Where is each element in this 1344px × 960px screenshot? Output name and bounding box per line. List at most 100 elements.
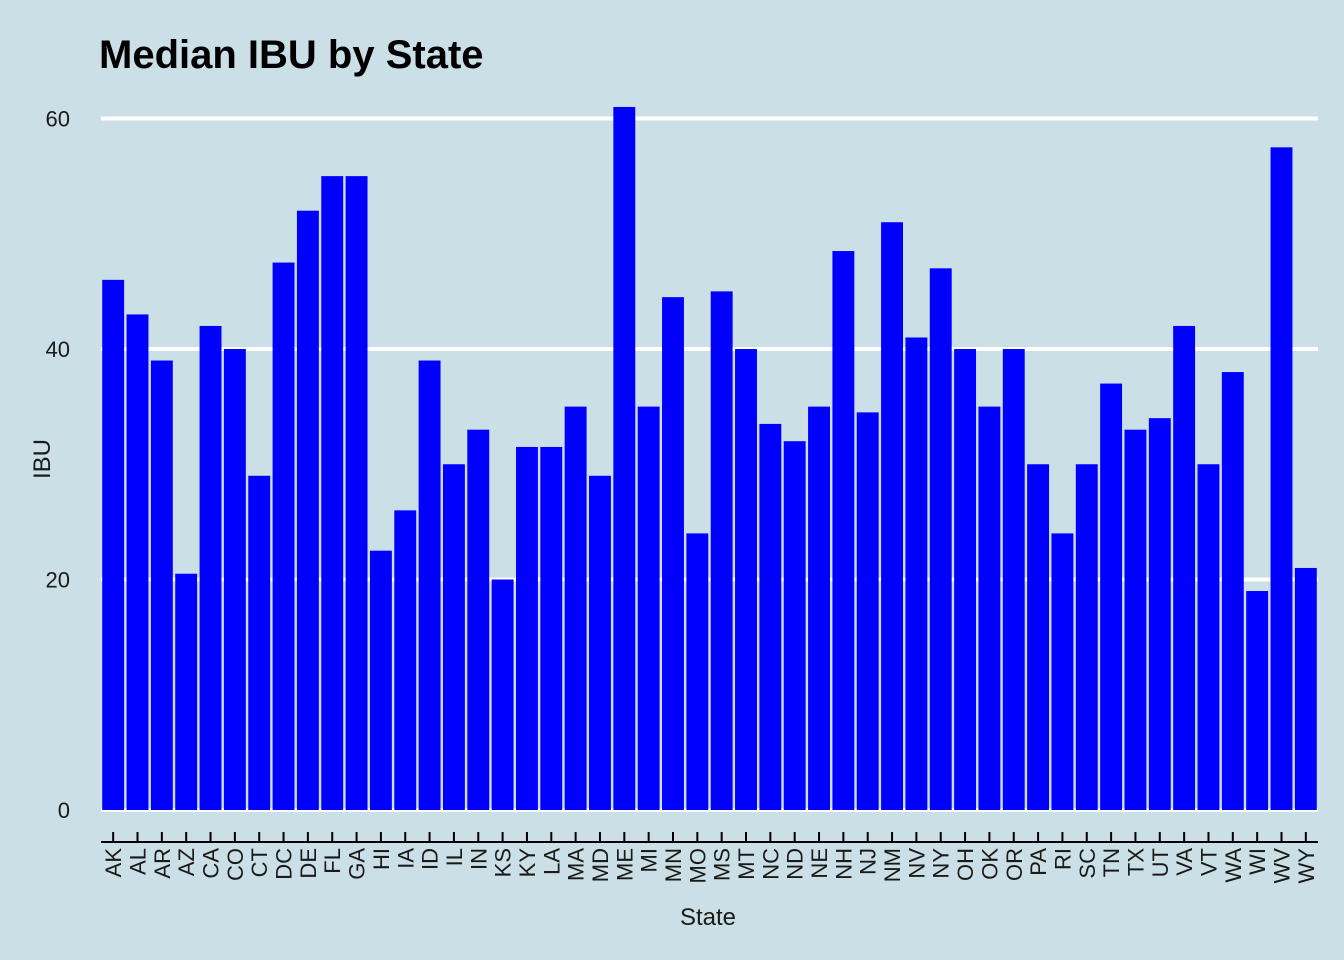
y-tick-label-0: 0 <box>58 798 70 823</box>
bar-CT <box>248 475 271 810</box>
x-tick-label-VT: VT <box>1196 848 1221 876</box>
bar-OH <box>954 349 977 810</box>
x-tick-label-KS: KS <box>491 848 516 877</box>
bar-TN <box>1100 383 1123 810</box>
bar-IN <box>467 429 490 810</box>
bar-PA <box>1027 464 1050 810</box>
bar-NM <box>881 222 904 811</box>
bar-IL <box>442 464 465 810</box>
y-tick-label-60: 60 <box>46 107 70 132</box>
bar-AZ <box>175 573 198 810</box>
chart-title: Median IBU by State <box>99 33 484 77</box>
x-tick-label-HI: HI <box>369 848 394 870</box>
x-tick-label-WI: WI <box>1245 848 1270 875</box>
x-tick-label-MO: MO <box>685 848 710 883</box>
x-tick-label-AL: AL <box>126 848 151 875</box>
bar-MN <box>662 297 684 810</box>
x-tick-label-AR: AR <box>150 848 175 879</box>
bar-FL <box>321 176 344 810</box>
x-tick-label-MS: MS <box>710 848 735 881</box>
bar-WY <box>1294 567 1317 810</box>
x-axis-title: State <box>680 904 736 931</box>
x-tick-label-NJ: NJ <box>856 848 881 875</box>
x-tick-label-AK: AK <box>101 848 126 878</box>
x-tick-label-NY: NY <box>929 848 954 879</box>
bar-DC <box>272 262 295 810</box>
x-tick-label-PA: PA <box>1026 848 1051 876</box>
bar-TX <box>1124 429 1147 810</box>
x-tick-label-IN: IN <box>466 848 491 870</box>
x-tick-label-SC: SC <box>1075 848 1100 879</box>
bar-OK <box>978 406 1001 810</box>
x-tick-label-NV: NV <box>904 848 929 879</box>
bars <box>102 106 1317 811</box>
y-tick-label-20: 20 <box>46 568 70 593</box>
x-tick-label-ND: ND <box>783 848 808 880</box>
bar-GA <box>345 176 368 810</box>
bar-CA <box>199 325 222 810</box>
bar-NY <box>929 268 952 810</box>
x-tick-label-MT: MT <box>734 848 759 880</box>
bar-SC <box>1075 464 1098 810</box>
bar-HI <box>369 550 392 810</box>
x-tick-label-ID: ID <box>418 848 443 870</box>
x-tick-label-TN: TN <box>1099 848 1124 877</box>
bar-NJ <box>856 412 879 810</box>
x-tick-label-CO: CO <box>223 848 248 881</box>
bar-MT <box>735 349 757 810</box>
x-tick-label-MN: MN <box>661 848 686 882</box>
bar-AL <box>126 314 149 810</box>
x-tick-label-LA: LA <box>539 848 564 875</box>
x-tick-label-OK: OK <box>977 848 1002 880</box>
x-tick-label-MI: MI <box>637 848 662 872</box>
bar-CO <box>223 349 246 810</box>
bar-MS <box>710 291 733 810</box>
x-tick-label-CA: CA <box>199 848 224 879</box>
x-tick-label-RI: RI <box>1050 848 1075 870</box>
bar-KY <box>515 446 538 810</box>
x-tick-label-IL: IL <box>442 848 467 866</box>
x-tick-label-WV: WV <box>1269 848 1294 884</box>
bar-NE <box>808 406 830 810</box>
x-tick-label-WA: WA <box>1221 848 1246 883</box>
x-tick-label-IA: IA <box>393 848 418 869</box>
x-tick-label-FL: FL <box>320 848 345 874</box>
x-tick-label-MD: MD <box>588 848 613 882</box>
x-tick-label-VA: VA <box>1172 848 1197 876</box>
x-tick-label-NM: NM <box>880 848 905 882</box>
x-tick-label-GA: GA <box>345 848 370 880</box>
bar-NV <box>905 337 928 810</box>
x-tick-label-KY: KY <box>515 848 540 878</box>
bar-KS <box>491 579 514 810</box>
bar-MD <box>589 475 611 810</box>
x-tick-label-AZ: AZ <box>174 848 199 876</box>
bar-IA <box>394 510 417 810</box>
x-axis: AK AL AR AZ CA CO CT DC DE FL GA HI IA ID IL IN KS KY LA MA… <box>101 832 1319 883</box>
y-axis-ticks: 0 20 40 60 <box>46 107 70 824</box>
x-tick-label-NE: NE <box>807 848 832 879</box>
x-tick-label-DE: DE <box>296 848 321 879</box>
bar-MA <box>564 406 587 810</box>
bar-LA <box>540 446 563 810</box>
bar-ID <box>418 360 441 810</box>
y-axis-title: IBU <box>29 439 56 479</box>
bar-WI <box>1246 591 1269 810</box>
bar-NC <box>759 423 782 810</box>
x-tick-label-WY: WY <box>1294 848 1319 884</box>
bar-OR <box>1002 349 1025 810</box>
bar-RI <box>1051 533 1074 810</box>
y-tick-label-40: 40 <box>46 337 70 362</box>
x-tick-label-OH: OH <box>953 848 978 881</box>
x-tick-label-NC: NC <box>758 848 783 880</box>
bar-WV <box>1270 147 1293 810</box>
bar-ND <box>783 441 806 810</box>
x-tick-label-ME: ME <box>612 848 637 881</box>
bar-VA <box>1173 325 1196 810</box>
x-tick-label-OR: OR <box>1002 848 1027 881</box>
x-tick-label-DC: DC <box>272 848 297 880</box>
x-tick-label-CT: CT <box>247 848 272 877</box>
x-tick-label-TX: TX <box>1123 848 1148 876</box>
bar-MI <box>637 406 660 810</box>
bar-DE <box>296 210 319 810</box>
